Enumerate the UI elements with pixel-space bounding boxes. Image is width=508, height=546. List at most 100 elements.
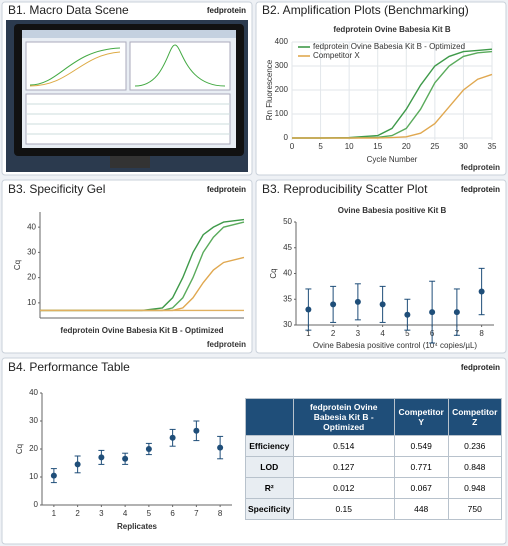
point <box>169 434 176 441</box>
point <box>330 301 337 308</box>
x-tick-label: 7 <box>194 509 199 518</box>
y-tick-label: 40 <box>27 222 36 231</box>
y-tick-label: 100 <box>275 109 289 118</box>
y-axis-label: Cq <box>13 260 22 270</box>
x-tick-label: 1 <box>306 329 311 338</box>
y-axis-label: Rn Fluorescence <box>265 59 274 120</box>
brand: fedprotein <box>207 6 246 15</box>
x-tick-label: 35 <box>488 142 497 151</box>
brand: fedprotein <box>461 363 500 372</box>
x-tick-label: 5 <box>318 142 323 151</box>
row-header: Efficiency <box>245 435 294 457</box>
x-tick-label: 10 <box>345 142 354 151</box>
cell: 0.127 <box>292 456 395 478</box>
x-tick-label: 4 <box>123 509 128 518</box>
performance-table: fedprotein Ovine Babesia Kit B - Optimiz… <box>245 398 502 520</box>
cell: 0.514 <box>292 435 395 457</box>
x-tick-label: 4 <box>380 329 385 338</box>
row-header: Specificity <box>245 498 294 520</box>
brand: fedprotein <box>207 185 246 194</box>
point <box>193 427 200 434</box>
point <box>217 444 224 451</box>
row-header: LOD <box>245 456 294 478</box>
chart-title: Ovine Babesia positive Kit B <box>338 206 447 215</box>
y-tick-label: 20 <box>29 444 38 453</box>
y-tick-label: 200 <box>275 85 289 94</box>
point <box>354 298 361 305</box>
point <box>478 288 485 295</box>
y-tick-label: 30 <box>27 247 36 256</box>
cell: 0.067 <box>393 477 449 499</box>
legend-label: Competitor X <box>313 51 360 60</box>
point <box>404 311 411 318</box>
caption: fedprotein Ovine Babesia Kit B - Optimiz… <box>60 326 223 335</box>
cell: 0.948 <box>447 477 502 499</box>
x-axis-label: Ovine Babesia positive control (10⁴ copi… <box>313 341 477 350</box>
x-tick-label: 3 <box>99 509 104 518</box>
y-tick-label: 0 <box>284 133 289 142</box>
column-header: Competitor Y <box>393 398 449 436</box>
point <box>429 309 436 316</box>
cell: 750 <box>447 498 502 520</box>
row-header: R² <box>245 477 294 499</box>
panel-title: B2. Amplification Plots (Benchmarking) <box>262 3 469 17</box>
y-tick-label: 10 <box>29 472 38 481</box>
point <box>145 446 152 452</box>
table-row: LOD 0.127 0.771 0.848 <box>245 456 502 478</box>
panel-title: B3. Specificity Gel <box>8 182 105 196</box>
y-axis-label: Cq <box>15 444 24 454</box>
brand: fedprotein <box>207 340 246 349</box>
cell: 0.012 <box>292 477 395 499</box>
y-tick-label: 400 <box>275 37 289 46</box>
panel <box>255 1 507 176</box>
point <box>453 309 460 316</box>
cell: 0.549 <box>393 435 449 457</box>
x-tick-label: 6 <box>170 509 175 518</box>
y-tick-label: 20 <box>27 273 36 282</box>
panel-title: B1. Macro Data Scene <box>8 3 129 17</box>
point <box>74 461 81 468</box>
y-tick-label: 50 <box>283 217 292 226</box>
point <box>50 472 57 479</box>
x-tick-label: 8 <box>218 509 223 518</box>
y-tick-label: 0 <box>34 500 39 509</box>
y-tick-label: 35 <box>283 294 292 303</box>
point <box>122 455 129 462</box>
chart-title: fedprotein Ovine Babesia Kit B <box>333 25 451 34</box>
x-tick-label: 0 <box>290 142 295 151</box>
x-tick-label: 2 <box>75 509 80 518</box>
table-row: R² 0.012 0.067 0.948 <box>245 477 502 499</box>
y-tick-label: 300 <box>275 61 289 70</box>
brand: fedprotein <box>461 163 500 172</box>
y-tick-label: 40 <box>283 269 292 278</box>
x-tick-label: 25 <box>430 142 439 151</box>
x-tick-label: 3 <box>356 329 361 338</box>
y-tick-label: 10 <box>27 298 36 307</box>
x-tick-label: 5 <box>405 329 410 338</box>
x-tick-label: 15 <box>373 142 382 151</box>
column-header: Competitor Z <box>447 398 502 436</box>
y-tick-label: 30 <box>283 320 292 329</box>
corner <box>245 398 294 436</box>
x-tick-label: 20 <box>402 142 411 151</box>
y-tick-label: 30 <box>29 416 38 425</box>
y-tick-label: 45 <box>283 243 292 252</box>
point <box>98 454 105 461</box>
table-row: Efficiency 0.514 0.549 0.236 <box>245 435 502 457</box>
x-axis-label: Cycle Number <box>367 155 418 164</box>
cell: 0.771 <box>393 456 449 478</box>
y-axis-label: Cq <box>269 268 278 278</box>
x-tick-label: 5 <box>147 509 152 518</box>
brand: fedprotein <box>461 185 500 194</box>
x-tick-label: 2 <box>331 329 336 338</box>
legend-label: fedprotein Ovine Babesia Kit B - Optimiz… <box>313 42 465 51</box>
point <box>305 306 312 313</box>
panel-title: B3. Reproducibility Scatter Plot <box>262 182 428 196</box>
cell: 0.15 <box>292 498 395 520</box>
cell: 0.236 <box>447 435 502 457</box>
table-row: Specificity 0.15 448 750 <box>245 498 502 520</box>
panel-title: B4. Performance Table <box>8 360 130 374</box>
x-axis-label: Replicates <box>117 522 158 531</box>
cell: 0.848 <box>447 456 502 478</box>
